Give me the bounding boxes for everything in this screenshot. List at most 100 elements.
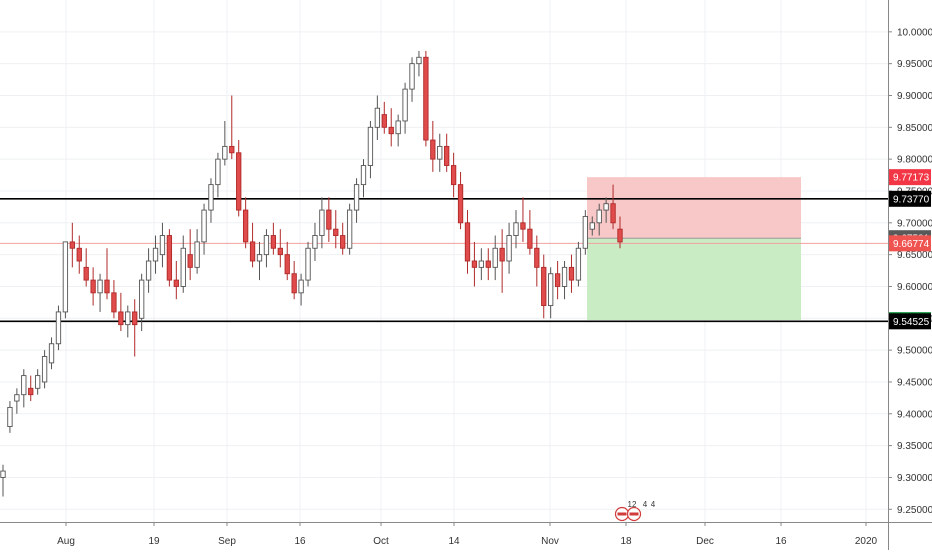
candle-body-down [610, 203, 616, 224]
candle [617, 216, 623, 249]
candle [215, 152, 221, 198]
candle [492, 235, 498, 281]
price-tick-label: 9.45000 [897, 377, 932, 388]
candle-body-down [83, 266, 89, 281]
candle-body-up [298, 279, 304, 294]
candle-body-up [360, 165, 367, 186]
candle [596, 203, 602, 236]
candle-body-up [55, 311, 62, 345]
price-tick-label: 9.25000 [897, 505, 932, 516]
candle-body-down [326, 209, 332, 230]
candle [284, 241, 290, 281]
candle-body-down [111, 292, 117, 313]
time-tick-label: 16 [775, 536, 787, 547]
time-tick-label: 14 [448, 536, 460, 547]
price-axis[interactable]: 10.000009.950009.900009.850009.800009.75… [888, 0, 932, 550]
time-axis[interactable]: Aug 19 Sep 16 Oct 14 Nov 18 Dec 16 2020 [0, 522, 932, 547]
candle [333, 210, 339, 249]
candle-body-down [381, 114, 387, 128]
event-count-badge: 12 [628, 500, 637, 509]
candle [139, 273, 145, 332]
candle [450, 152, 457, 198]
candle-body-up [582, 215, 588, 249]
candle-body-down [242, 209, 249, 243]
candle [41, 350, 48, 389]
candle-body-down [568, 266, 575, 281]
candle [409, 57, 415, 102]
price-label-bg [889, 169, 931, 186]
candle-body-up [194, 241, 200, 268]
candle [416, 50, 422, 77]
candle [21, 369, 27, 408]
take-profit-zone [587, 238, 801, 321]
candle-body-down [541, 266, 547, 307]
price-labels: 9.771739.737709.675819.667749.547189.545… [889, 169, 931, 330]
candle-body-down [277, 247, 283, 256]
candle-body-up [312, 235, 318, 249]
time-tick-label: Dec [696, 536, 714, 547]
price-tick-label: 9.60000 [897, 282, 932, 293]
candle [305, 241, 311, 287]
candle [180, 235, 186, 293]
price-label-text: 9.77173 [893, 173, 930, 184]
candle-body-up [0, 470, 6, 478]
candle [513, 210, 519, 249]
candle [242, 197, 249, 249]
candle-body-down [270, 235, 277, 249]
candle [222, 120, 228, 166]
candle-body-up [402, 88, 408, 122]
event-markers[interactable]: 12 4 4 [614, 500, 656, 522]
candle-body-down [457, 184, 464, 224]
price-label-bg [889, 190, 931, 207]
candle [229, 95, 235, 160]
candle-body-up [561, 266, 568, 287]
candle-body-up [222, 145, 228, 160]
candle [263, 229, 270, 268]
candle-body-up [346, 209, 353, 249]
price-label-level: 9.54525 [889, 313, 931, 330]
candle-body-up [139, 279, 145, 319]
candle-body-up [208, 184, 214, 211]
time-tick-label: Nov [541, 536, 559, 547]
candle [534, 235, 540, 287]
price-tick-label: 9.80000 [897, 155, 932, 166]
price-tick-label: 9.35000 [897, 441, 932, 452]
event-flags-group[interactable]: 12 4 4 [614, 500, 656, 522]
candle-body-down [236, 152, 242, 211]
candle [7, 401, 13, 433]
candle [166, 229, 173, 287]
candle [55, 305, 62, 351]
candle-body-up [548, 273, 554, 307]
candle [340, 222, 346, 255]
flag-stripe [629, 512, 639, 516]
candle [360, 159, 367, 198]
time-tick-label: 2020 [855, 536, 878, 547]
candle [437, 133, 443, 172]
candle [145, 248, 152, 293]
candle-body-up [513, 222, 519, 236]
price-tick-label: 9.95000 [897, 59, 932, 70]
candle-body-up [395, 120, 401, 135]
candle [485, 248, 491, 281]
price-tick-label: 9.70000 [897, 218, 932, 229]
candle [187, 229, 193, 281]
candle [423, 50, 429, 147]
candle-body-up [7, 406, 13, 427]
candle [610, 184, 616, 230]
candle-body-down [485, 260, 491, 268]
candle [90, 267, 96, 306]
candle-body-down [333, 228, 339, 236]
candle-body-down [249, 241, 256, 262]
candle [444, 133, 450, 172]
candle-body-down [28, 387, 34, 396]
candle-body-up [159, 235, 166, 256]
time-tick-label: Oct [373, 536, 389, 547]
candle-body-up [21, 375, 27, 396]
candle [506, 222, 512, 274]
time-tick-label: 16 [294, 536, 306, 547]
candle [249, 222, 256, 268]
candle [499, 229, 505, 293]
price-tick-label: 9.85000 [897, 123, 932, 134]
